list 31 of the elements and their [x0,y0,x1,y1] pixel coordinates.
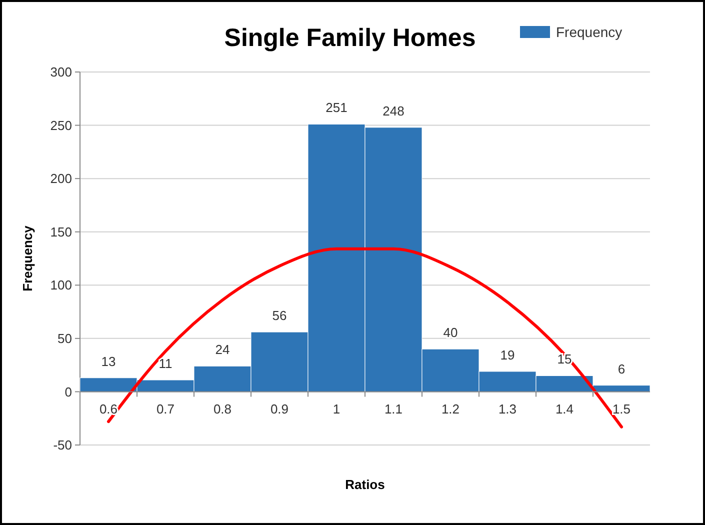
data-label: 13 [101,354,116,369]
y-axis-title: Frequency [20,224,35,292]
x-tick-label: 0.7 [156,402,175,417]
x-tick-label: 0.9 [270,402,289,417]
y-tick-label: 150 [50,224,72,240]
y-tick-label: 250 [50,118,72,133]
data-label: 11 [158,356,172,371]
x-axis-title: Ratios [345,477,385,492]
x-tick-label: 1.1 [384,402,403,417]
x-tick-label: 1.5 [612,402,631,417]
data-label: 24 [215,342,230,358]
x-tick-label: 1.4 [555,402,574,417]
x-tick-label: 1 [332,402,340,417]
data-label: 56 [272,308,287,324]
x-tick-label: 1.3 [498,402,517,417]
x-tick-label: 0.6 [99,402,118,417]
y-tick-label: -50 [53,438,72,453]
x-tick-label: 0.8 [213,402,232,417]
data-label: 6 [618,361,626,376]
y-tick-label: 50 [58,330,72,346]
y-tick-label: 200 [50,171,72,186]
chart-title: Single Family Homes [224,24,476,52]
data-label: 251 [326,100,348,116]
legend-label: Frequency [556,24,622,40]
y-tick-label: 100 [50,278,72,293]
data-label: 19 [500,347,515,362]
data-label: 248 [382,103,404,118]
data-label: 40 [443,325,458,340]
x-tick-label: 1.2 [441,402,460,417]
y-tick-label: 0 [64,384,72,400]
y-tick-label: 300 [50,64,72,80]
